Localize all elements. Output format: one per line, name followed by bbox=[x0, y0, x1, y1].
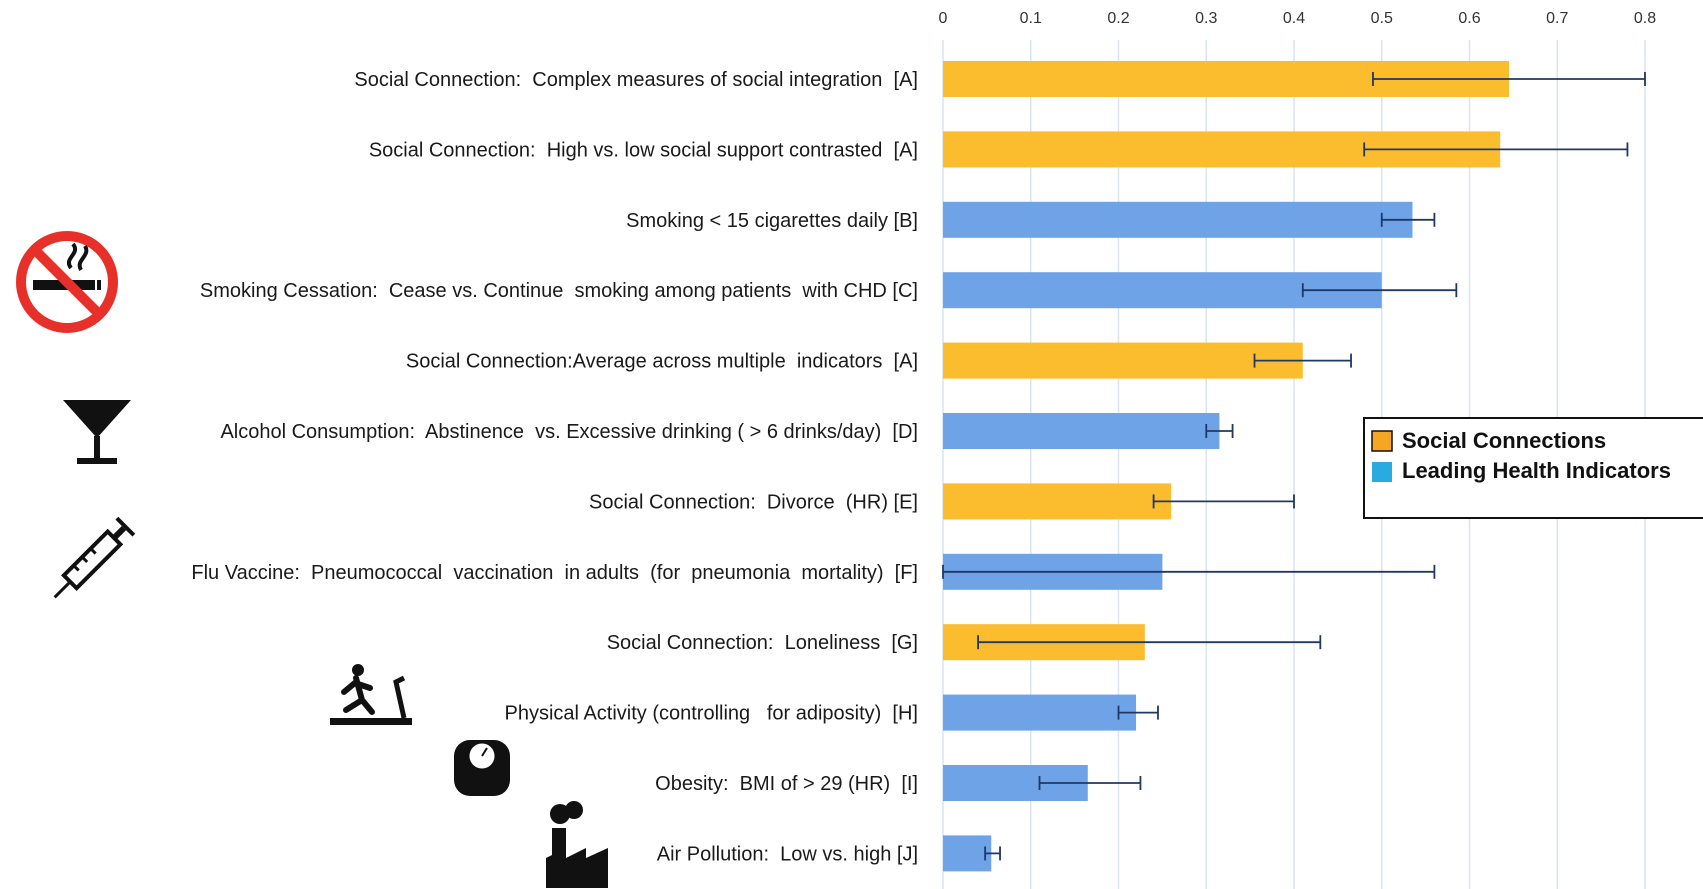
category-label: Social Connection: Divorce (HR) [E] bbox=[589, 491, 918, 513]
error-bar bbox=[1038, 776, 1142, 790]
no-smoking-icon bbox=[16, 231, 118, 333]
legend-swatch-social bbox=[1371, 430, 1393, 452]
legend: Social Connections Leading Health Indica… bbox=[1363, 417, 1703, 519]
category-label: Social Connection: High vs. low social s… bbox=[369, 139, 918, 161]
x-tick-label: 0 bbox=[939, 10, 948, 27]
x-tick-label: 0.1 bbox=[1020, 10, 1042, 27]
category-label: Flu Vaccine: Pneumococcal vaccination in… bbox=[191, 562, 918, 584]
category-label: Social Connection: Loneliness [G] bbox=[607, 632, 918, 654]
category-label: Alcohol Consumption: Abstinence vs. Exce… bbox=[220, 421, 918, 443]
category-label: Physical Activity (controlling for adipo… bbox=[505, 703, 918, 725]
error-bar bbox=[1301, 283, 1458, 298]
category-label: Social Connection:Average across multipl… bbox=[406, 351, 918, 373]
bar bbox=[943, 835, 992, 872]
error-bar bbox=[1372, 72, 1646, 86]
error-bar bbox=[1117, 705, 1159, 720]
x-tick-label: 0.6 bbox=[1458, 10, 1480, 27]
cocktail-glass-icon bbox=[63, 400, 131, 464]
factory-icon bbox=[546, 801, 608, 888]
treadmill-runner-icon bbox=[330, 664, 412, 725]
x-tick-label: 0.2 bbox=[1107, 10, 1129, 27]
error-bar bbox=[1205, 424, 1234, 438]
category-label: Air Pollution: Low vs. high [J] bbox=[657, 843, 918, 865]
syringe-icon bbox=[53, 516, 136, 599]
error-bars bbox=[942, 72, 1646, 861]
legend-label-health: Leading Health Indicators bbox=[1402, 458, 1671, 483]
category-label: Social Connection: Complex measures of s… bbox=[354, 69, 918, 91]
bar bbox=[943, 342, 1303, 379]
error-bar bbox=[1380, 212, 1436, 227]
bathroom-scale-icon bbox=[454, 740, 510, 796]
error-bar bbox=[1363, 142, 1629, 157]
category-label: Smoking < 15 cigarettes daily [B] bbox=[626, 210, 918, 232]
legend-swatch-health bbox=[1372, 462, 1392, 482]
x-tick-label: 0.3 bbox=[1195, 10, 1217, 27]
x-tick-label: 0.8 bbox=[1634, 10, 1656, 27]
bar bbox=[943, 694, 1137, 731]
x-tick-label: 0.5 bbox=[1371, 10, 1393, 27]
error-bar bbox=[977, 635, 1322, 650]
bars bbox=[943, 61, 1509, 872]
legend-label-social: Social Connections bbox=[1402, 428, 1606, 453]
error-bar bbox=[1152, 494, 1295, 509]
category-labels: Social Connection: Complex measures of s… bbox=[191, 69, 918, 865]
category-label: Obesity: BMI of > 29 (HR) [I] bbox=[655, 773, 918, 795]
bar bbox=[943, 413, 1220, 449]
error-bar bbox=[984, 846, 1001, 861]
category-label: Smoking Cessation: Cease vs. Continue sm… bbox=[200, 280, 918, 302]
x-tick-label: 0.4 bbox=[1283, 10, 1305, 27]
x-tick-label: 0.7 bbox=[1546, 10, 1568, 27]
x-axis-ticks: 0 0.1 0.2 0.3 0.4 0.5 0.6 0.7 0.8 bbox=[939, 10, 1657, 27]
bar bbox=[943, 483, 1172, 520]
error-bar bbox=[1253, 353, 1352, 368]
error-bar bbox=[942, 564, 1436, 579]
bar bbox=[943, 201, 1413, 238]
